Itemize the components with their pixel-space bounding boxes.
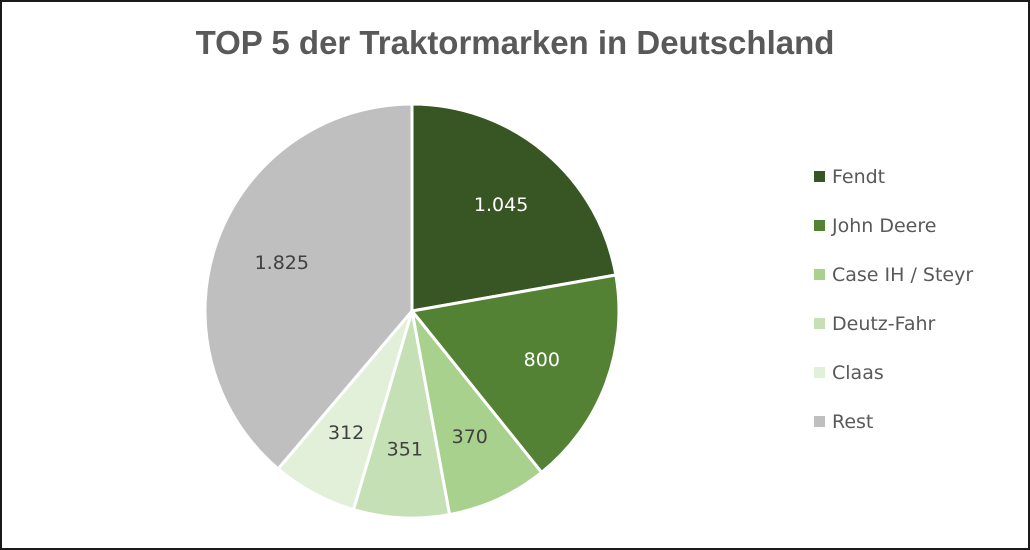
pie-slice-john-deere <box>410 273 621 474</box>
legend-label: Case IH / Steyr <box>832 263 974 286</box>
legend-swatch <box>814 269 825 280</box>
legend-item-fendt: Fendt <box>814 152 973 201</box>
legend-label: Fendt <box>832 165 886 188</box>
pie-slice-deutz-fahr <box>351 309 452 520</box>
legend-swatch <box>814 416 825 427</box>
data-label-claas: 312 <box>328 422 364 444</box>
pie-slice-case-ih-steyr <box>410 309 544 517</box>
data-label-case-ih-steyr: 370 <box>452 426 488 448</box>
legend-item-deutz-fahr: Deutz-Fahr <box>814 299 973 348</box>
legend-swatch <box>814 318 825 329</box>
data-label-fendt: 1.045 <box>474 194 528 216</box>
legend-label: Claas <box>832 361 884 384</box>
pie-slice-rest <box>203 102 414 471</box>
legend-item-claas: Claas <box>814 348 973 397</box>
data-label-deutz-fahr: 351 <box>387 439 423 461</box>
legend-swatch <box>814 171 825 182</box>
legend-item-case-ih-steyr: Case IH / Steyr <box>814 250 973 299</box>
data-label-john-deere: 800 <box>524 349 560 371</box>
chart-legend: Fendt John Deere Case IH / Steyr Deutz-Fahr… <box>814 152 973 446</box>
legend-label: Deutz-Fahr <box>832 312 936 335</box>
legend-swatch <box>814 367 825 378</box>
chart-title: TOP 5 der Traktormarken in Deutschland <box>195 24 835 61</box>
legend-label: John Deere <box>832 214 937 237</box>
pie-slice-fendt <box>410 102 618 313</box>
data-label-rest: 1.825 <box>255 252 309 274</box>
legend-item-rest: Rest <box>814 397 973 446</box>
legend-item-john-deere: John Deere <box>814 201 973 250</box>
legend-label: Rest <box>832 410 874 433</box>
legend-swatch <box>814 220 825 231</box>
